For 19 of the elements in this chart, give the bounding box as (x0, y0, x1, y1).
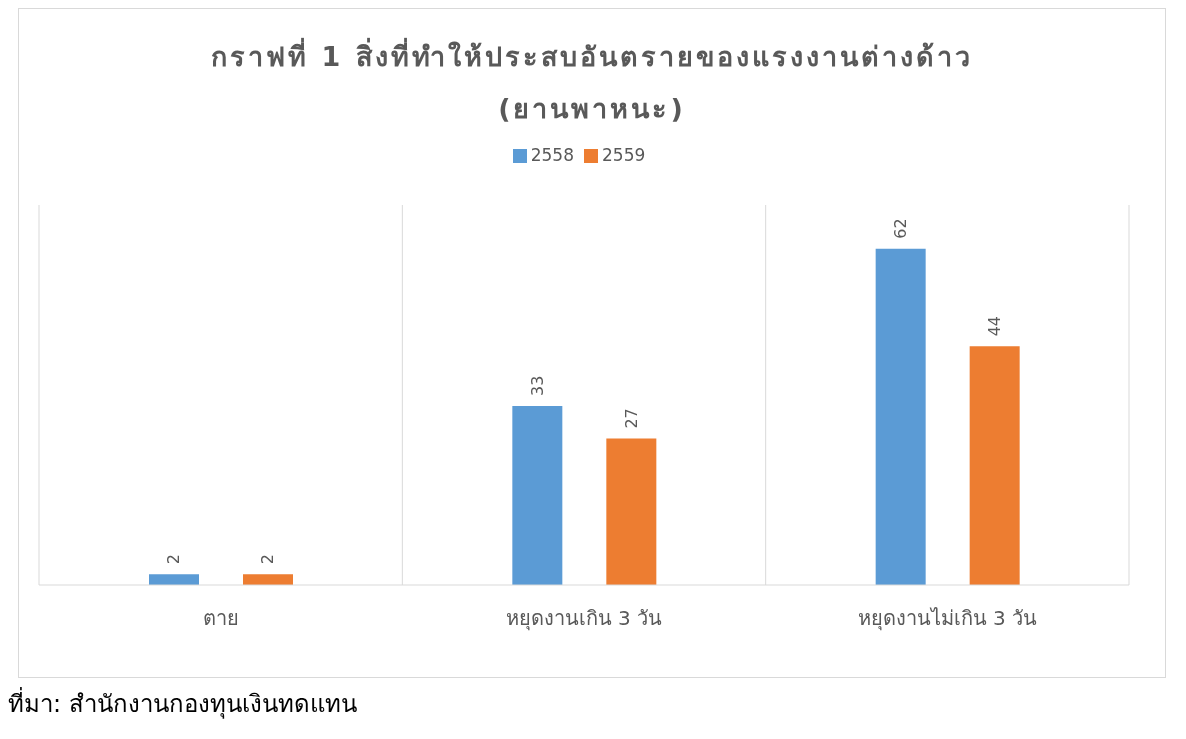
bar (875, 248, 926, 585)
data-label: 62 (891, 218, 911, 239)
x-tick-label: หยุดงานไม่เกิน 3 วัน (857, 606, 1038, 632)
data-label: 2 (258, 553, 278, 565)
x-tick-label: ตาย (202, 606, 239, 631)
data-label: 2 (164, 553, 184, 565)
x-tick-label: หยุดงานเกิน 3 วัน (505, 606, 663, 632)
bar (969, 346, 1020, 585)
legend-label: 2559 (602, 145, 646, 165)
bar (606, 438, 657, 585)
text: ที่มา: สำนักงานกองทุนเงินทดแทน (8, 686, 358, 721)
data-label: 27 (621, 408, 641, 429)
chart-title: กราฟที่ 1 สิ่งที่ทำให้ประสบอันตรายของแรงงานต่างด้าว (ยานพาหนะ) (210, 37, 974, 126)
legend-label: 2558 (530, 145, 574, 165)
data-label: 44 (985, 315, 1005, 337)
data-label: 33 (527, 375, 547, 397)
bar (512, 406, 563, 585)
bar (243, 574, 293, 585)
bar (149, 574, 199, 585)
